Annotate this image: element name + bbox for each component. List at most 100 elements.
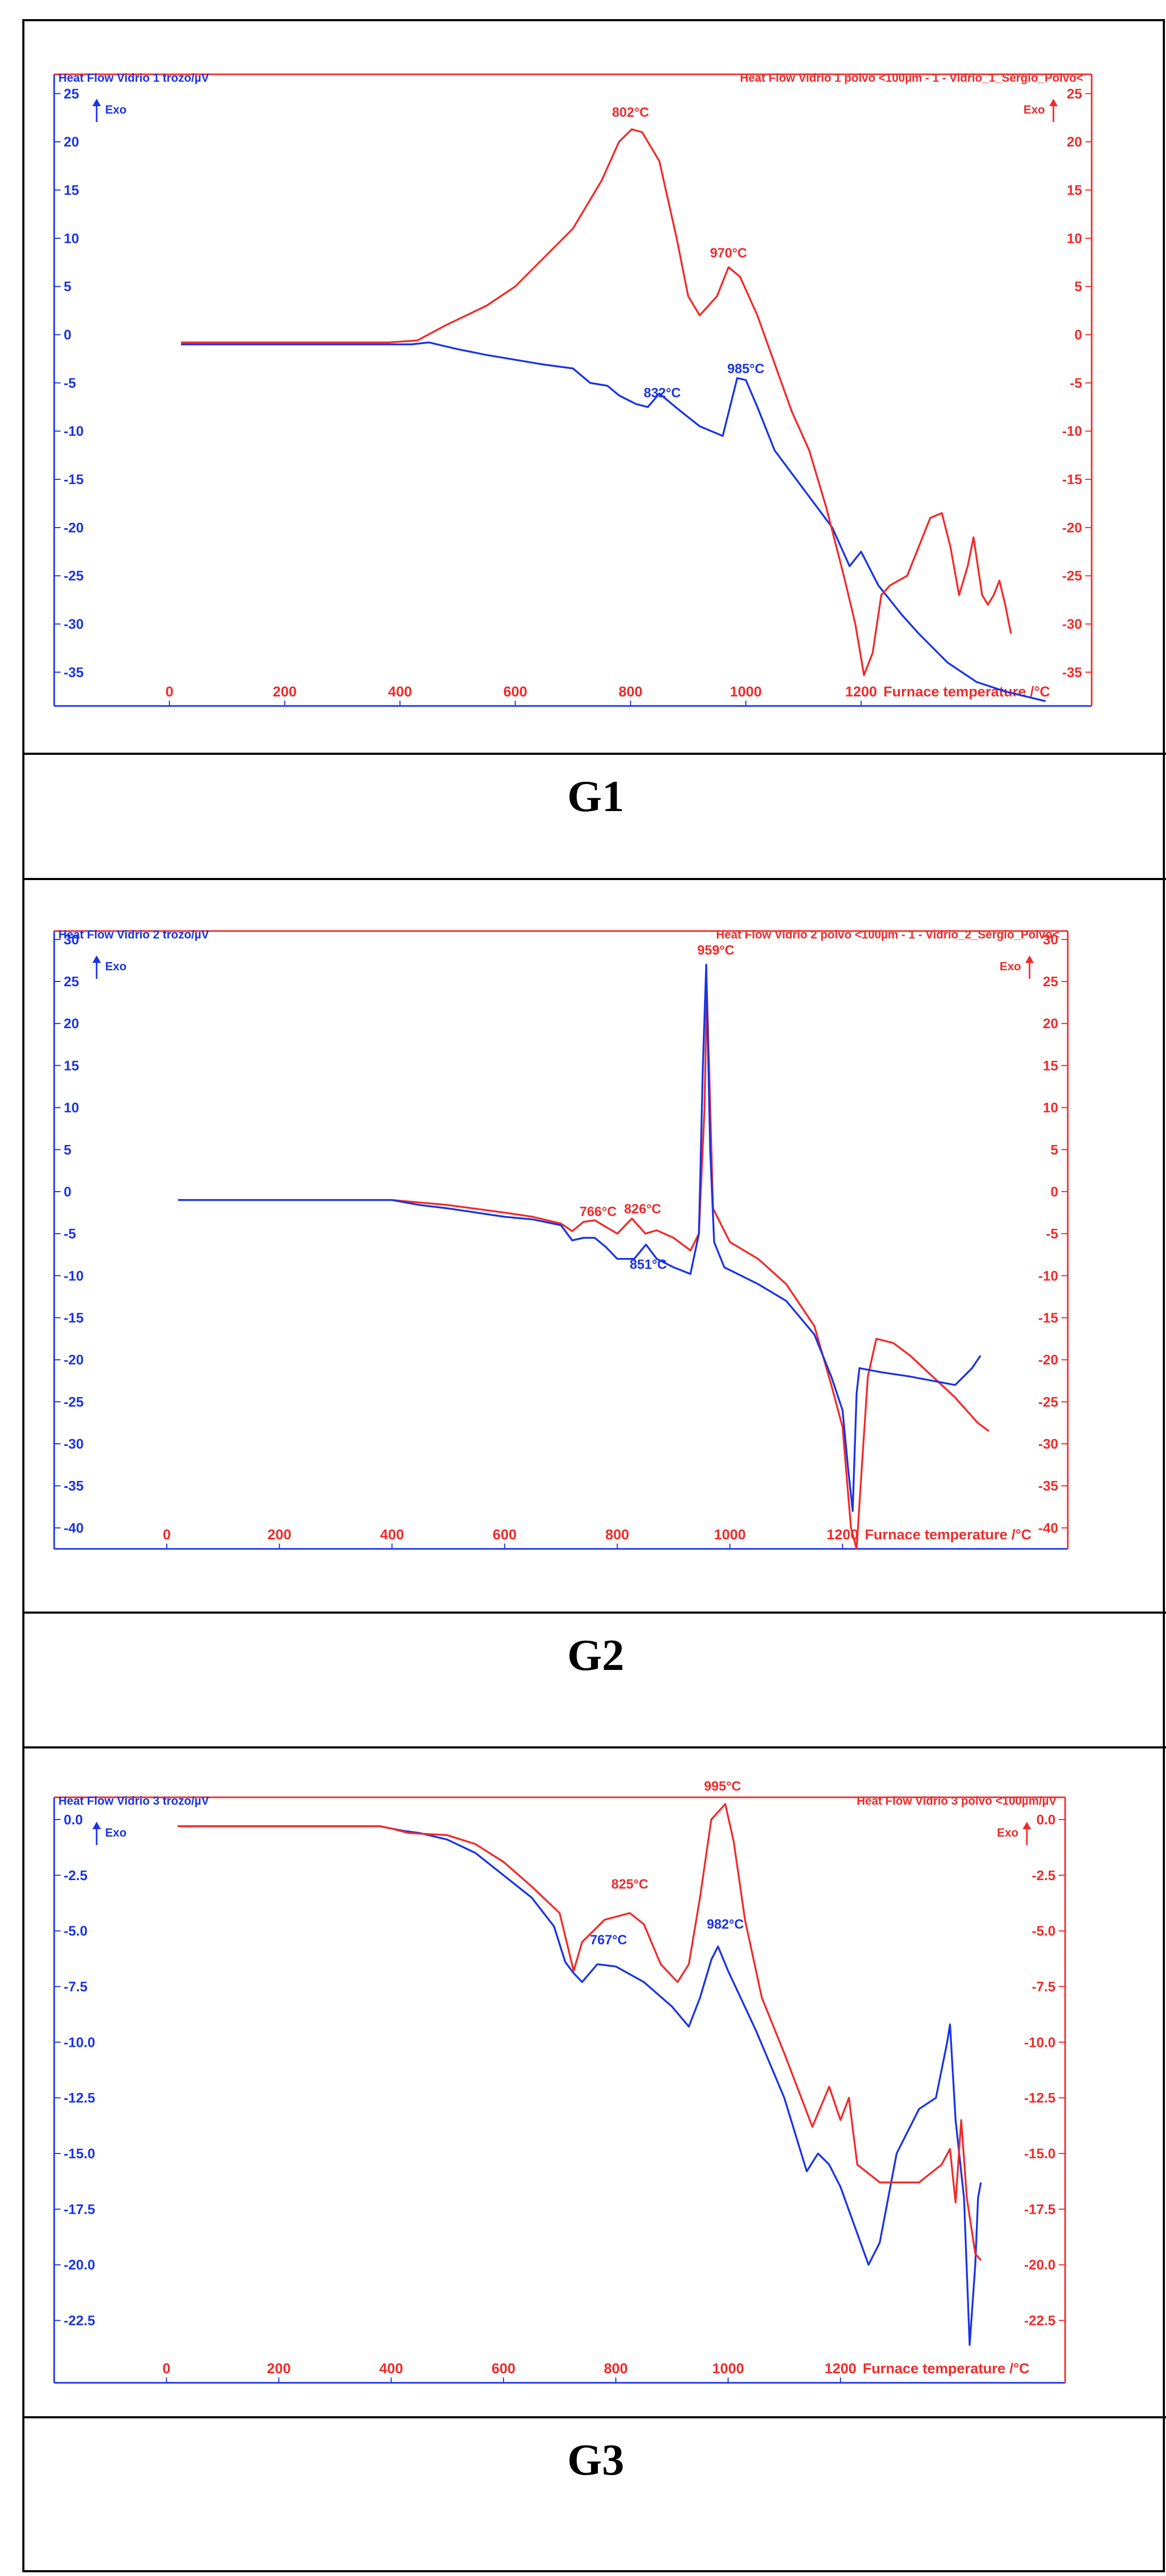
y-tick-label-right: -2.5: [1032, 1867, 1056, 1883]
y-tick-label-left: -5: [64, 375, 76, 391]
y-tick-label-left: -10: [64, 423, 84, 439]
series-line-blue: [178, 963, 982, 1512]
y-tick-label-left: 5: [64, 1142, 71, 1158]
y-tick-label-right: -40: [1038, 1520, 1058, 1536]
y-tick-label-left: -25: [64, 568, 84, 584]
peak-label: 826°C: [624, 1202, 661, 1217]
series-line-red: [177, 1803, 982, 2261]
y-tick-label-right: -15.0: [1024, 2146, 1056, 2161]
y-tick-label-left: -40: [64, 1520, 84, 1536]
y-tick-label-right: -12.5: [1024, 2090, 1056, 2106]
y-tick-label-left: -15.0: [64, 2146, 95, 2161]
x-tick-label: 1200: [825, 2360, 856, 2376]
y-tick-label-right: -25: [1038, 1394, 1058, 1410]
y-tick-label-right: 25: [1043, 973, 1058, 989]
chart-g1: Heat Flow Vidrio 1 trozo/µV Heat Flow Vid…: [53, 71, 1093, 707]
x-tick-label: 200: [267, 2360, 291, 2376]
y-tick-label-left: 30: [64, 932, 79, 947]
figure-table: Heat Flow Vidrio 1 trozo/µV Heat Flow Vid…: [22, 19, 1166, 2572]
y-tick-label-left: 5: [64, 279, 71, 295]
y-tick-label-right: -20: [1038, 1352, 1058, 1368]
y-tick-label-left: 10: [64, 1100, 79, 1116]
figure-label-g1: G1: [567, 772, 624, 821]
chart-g2: Heat Flow Vidrio 2 trozo/µV Heat Flow Vid…: [53, 928, 1069, 1550]
series-line-red: [178, 989, 990, 1550]
exo-label-right: Exo: [1000, 960, 1021, 973]
x-tick-label: 800: [619, 684, 642, 700]
y-tick-label-left: 20: [64, 1015, 79, 1031]
peak-label: 970°C: [710, 246, 747, 261]
peak-label: 995°C: [704, 1779, 741, 1794]
peak-label: 985°C: [727, 361, 765, 376]
y-tick-label-right: -30: [1038, 1436, 1058, 1452]
y-tick-label-left: -2.5: [64, 1867, 88, 1883]
y-tick-label-left: 0: [64, 327, 71, 343]
x-tick-label: 600: [493, 1527, 517, 1543]
y-tick-label-right: 15: [1067, 182, 1082, 198]
y-tick-label-right: -35: [1062, 664, 1082, 680]
y-tick-label-right: -20.0: [1024, 2257, 1056, 2273]
y-tick-label-left: -20: [64, 1352, 84, 1368]
right-axis-title: Heat Flow Vidrio 2 polvo <100µm - 1 - Vi…: [716, 928, 1059, 941]
chart-cell-g2: Heat Flow Vidrio 2 trozo/µV Heat Flow Vid…: [24, 880, 1166, 1614]
series-line-blue: [177, 1825, 982, 2346]
y-tick-label-right: -30: [1062, 616, 1082, 632]
y-tick-label-left: -35: [64, 664, 84, 680]
y-tick-label-right: -35: [1038, 1478, 1058, 1494]
y-tick-label-right: -5: [1070, 375, 1082, 391]
y-tick-label-left: -22.5: [64, 2313, 95, 2329]
y-tick-label-right: 0: [1051, 1184, 1058, 1200]
y-tick-label-left: -10.0: [64, 2034, 95, 2050]
y-tick-label-right: 10: [1043, 1100, 1058, 1116]
y-tick-label-right: 5: [1075, 279, 1082, 295]
y-tick-label-left: -30: [64, 1436, 84, 1452]
right-axis-title: Heat Flow Vidrio 1 polvo <100µm - 1 - Vi…: [740, 71, 1083, 84]
peak-label: 832°C: [644, 386, 681, 401]
x-tick-label: 1000: [714, 1527, 746, 1543]
exo-label-left: Exo: [105, 960, 126, 973]
y-tick-label-left: -5: [64, 1226, 76, 1242]
exo-arrowhead-right-icon: [1025, 955, 1034, 963]
left-axis-title: Heat Flow Vidrio 1 trozo/µV: [58, 71, 209, 84]
peak-label: 959°C: [697, 943, 734, 958]
y-tick-label-right: 30: [1043, 932, 1058, 947]
y-tick-label-left: -20: [64, 520, 84, 536]
y-tick-label-left: -35: [64, 1478, 84, 1494]
x-axis-label: Furnace temperature /°C: [863, 2360, 1030, 2376]
y-tick-label-left: -25: [64, 1394, 84, 1410]
left-axis-title: Heat Flow Vidrio 3 trozo/µV: [58, 1794, 209, 1807]
y-tick-label-right: -7.5: [1032, 1978, 1056, 1994]
y-tick-label-right: -22.5: [1024, 2313, 1056, 2329]
y-tick-label-left: 15: [64, 182, 79, 198]
figure-label-g2: G2: [567, 1631, 624, 1680]
x-tick-label: 600: [492, 2360, 516, 2376]
y-tick-label-left: 15: [64, 1057, 79, 1073]
peak-label: 767°C: [590, 1933, 627, 1948]
y-tick-label-right: 20: [1043, 1015, 1058, 1031]
x-tick-label: 0: [166, 684, 174, 700]
y-tick-label-right: -5: [1046, 1226, 1058, 1242]
x-tick-label: 400: [388, 684, 412, 700]
y-tick-label-left: -10: [64, 1268, 84, 1283]
x-tick-label: 800: [604, 2360, 628, 2376]
x-tick-label: 1000: [730, 684, 762, 700]
chart-cell-g3: Heat Flow Vidrio 3 trozo/µV Heat Flow Vid…: [24, 1748, 1166, 2418]
y-tick-label-left: -17.5: [64, 2201, 95, 2217]
series-line-blue: [181, 341, 1046, 702]
y-tick-label-left: 25: [64, 85, 79, 101]
y-tick-label-left: 0: [64, 1184, 71, 1200]
y-tick-label-right: 0.0: [1036, 1812, 1056, 1828]
y-tick-label-right: 5: [1051, 1142, 1058, 1158]
y-tick-label-left: 20: [64, 134, 79, 150]
chart-cell-g1: Heat Flow Vidrio 1 trozo/µV Heat Flow Vid…: [24, 21, 1166, 755]
y-tick-label-right: -17.5: [1024, 2201, 1056, 2217]
y-tick-label-right: 20: [1067, 134, 1082, 150]
x-axis-label: Furnace temperature /°C: [884, 684, 1050, 700]
y-tick-label-right: 0: [1075, 327, 1082, 343]
y-tick-label-left: -20.0: [64, 2257, 95, 2273]
y-tick-label-left: -15: [64, 471, 84, 487]
series-line-red: [181, 128, 1012, 676]
x-tick-label: 200: [273, 684, 297, 700]
y-tick-label-right: -10: [1038, 1268, 1058, 1283]
x-tick-label: 1200: [845, 684, 877, 700]
